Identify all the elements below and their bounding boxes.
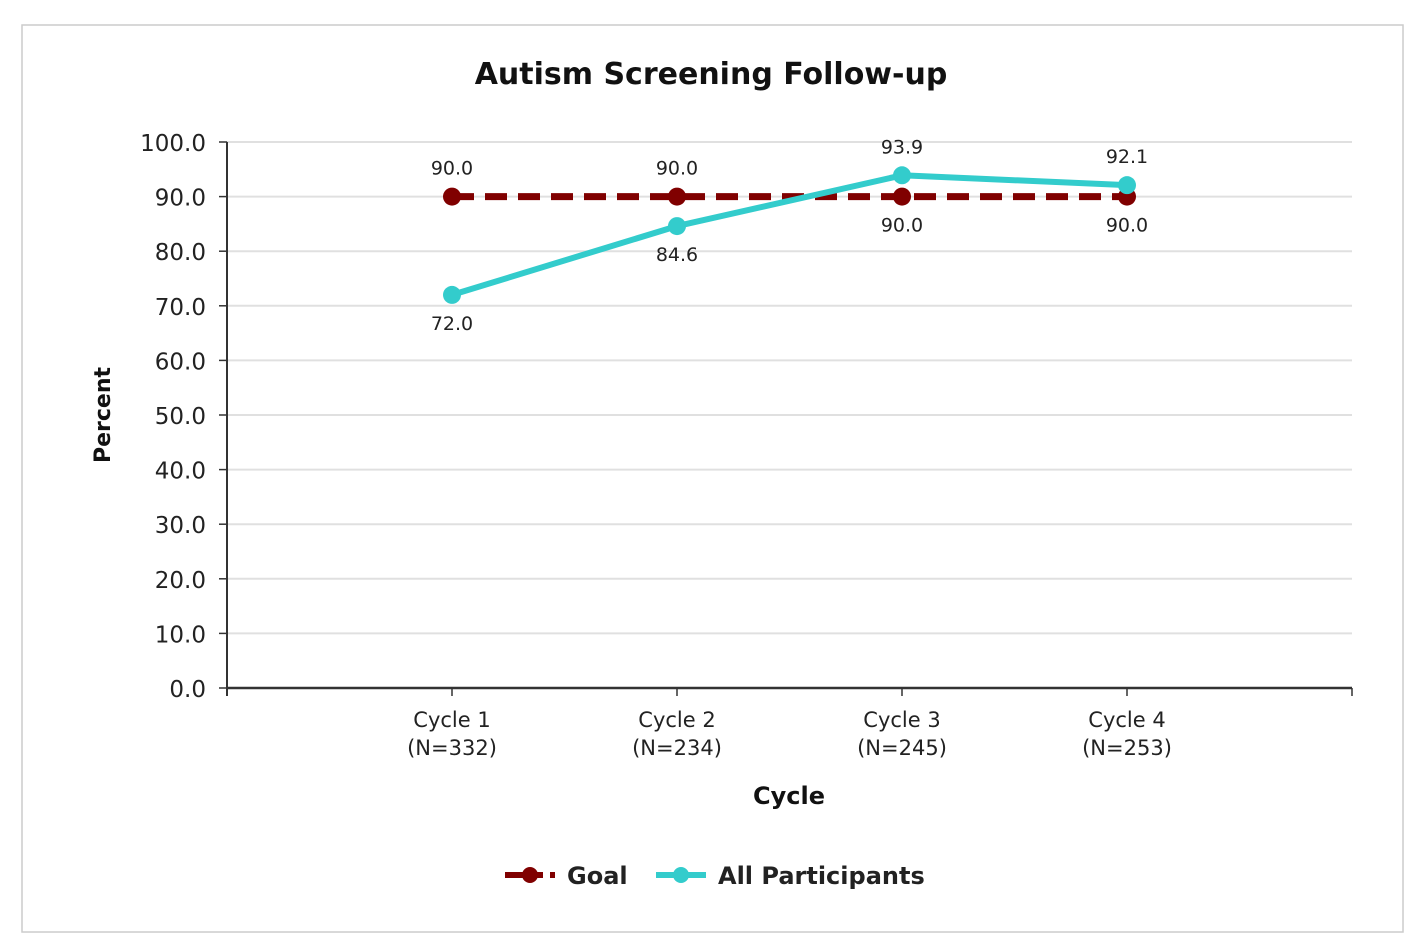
y-tick-label: 80.0 <box>155 240 206 266</box>
y-tick-label: 90.0 <box>155 186 206 212</box>
legend-label: All Participants <box>718 862 925 890</box>
data-label: 90.0 <box>656 158 698 180</box>
data-point <box>893 187 911 206</box>
data-label: 92.1 <box>1106 146 1148 168</box>
data-label: 90.0 <box>881 215 923 237</box>
legend-swatch-marker <box>522 867 538 883</box>
x-axis-label: Cycle <box>753 782 825 810</box>
x-tick-label: Cycle 2 <box>638 708 715 732</box>
x-tick-label: Cycle 4 <box>1088 708 1165 732</box>
data-label: 84.6 <box>656 244 698 266</box>
y-tick-label: 60.0 <box>155 349 206 375</box>
chart-frame <box>21 24 1404 933</box>
y-tick-label: 20.0 <box>155 568 206 594</box>
data-point <box>443 187 461 206</box>
x-tick-label: Cycle 3 <box>863 708 940 732</box>
y-tick-label: 70.0 <box>155 295 206 321</box>
y-tick-label: 30.0 <box>155 513 206 539</box>
data-label: 72.0 <box>431 313 473 335</box>
data-label: 90.0 <box>1106 215 1148 237</box>
data-point <box>668 217 686 236</box>
data-label: 93.9 <box>881 136 923 158</box>
data-point <box>443 285 461 304</box>
legend-label: Goal <box>567 862 628 890</box>
y-axis-label: Percent <box>91 367 116 464</box>
data-point <box>893 166 911 185</box>
y-tick-label: 100.0 <box>140 131 206 157</box>
x-tick-label-n: (N=253) <box>1082 736 1172 760</box>
data-label: 90.0 <box>431 158 473 180</box>
x-tick-label-n: (N=332) <box>407 736 497 760</box>
y-tick-label: 40.0 <box>155 459 206 485</box>
y-tick-label: 50.0 <box>155 404 206 430</box>
legend-swatch-marker <box>673 867 689 883</box>
chart-title: Autism Screening Follow-up <box>475 57 948 92</box>
data-point <box>1118 176 1136 195</box>
x-tick-label-n: (N=245) <box>857 736 947 760</box>
x-tick-label-n: (N=234) <box>632 736 722 760</box>
data-point <box>668 187 686 206</box>
series-line-all-participants <box>451 172 1128 298</box>
y-tick-label: 0.0 <box>169 677 206 703</box>
x-tick-label: Cycle 1 <box>413 708 490 732</box>
y-tick-label: 10.0 <box>155 622 206 648</box>
